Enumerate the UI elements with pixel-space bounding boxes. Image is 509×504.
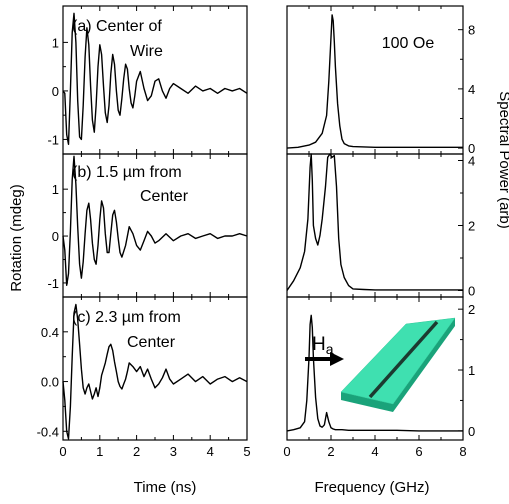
x-tick-label: 2	[327, 444, 334, 459]
x-tick-label: 4	[371, 444, 378, 459]
x-tick-label: 2	[133, 444, 140, 459]
x-axis-label-frequency: Frequency (GHz)	[314, 479, 429, 496]
y-tick-label: 0	[52, 229, 59, 244]
y-tick-label: -1	[47, 132, 59, 147]
panel-c: 0 1 2 3 4 5 -0.4 0.0 0.4 (c) 2.3 µm from Center	[37, 296, 251, 459]
y-tick-label: -1	[47, 276, 59, 291]
y-tick-label: 1	[468, 363, 475, 378]
y-tick-label: 0.4	[41, 325, 59, 340]
x-tick-label: 0	[283, 444, 290, 459]
y-tick-label: 4	[468, 82, 475, 97]
series-line-b	[62, 155, 248, 286]
series-line-f	[286, 314, 463, 432]
panel-frame	[286, 5, 464, 155]
wire-slab-top	[340, 317, 456, 405]
panel-label-b: (b) 1.5 µm from	[72, 164, 182, 181]
y-tick-label: 2	[468, 219, 475, 234]
series-line-e	[286, 153, 463, 291]
y-tick-label: 0	[52, 84, 59, 99]
series-line-d	[286, 14, 463, 149]
wire-strip	[368, 320, 439, 399]
field-label: Ha	[312, 334, 334, 357]
y-tick-label: 8	[468, 23, 475, 38]
panel-label-a: (a) Center of	[72, 18, 162, 35]
panel-label-c-line2: Center	[127, 334, 176, 351]
x-tick-label: 3	[170, 444, 177, 459]
x-tick-label: 6	[415, 444, 422, 459]
y-tick-label: 0.0	[41, 375, 59, 390]
y-tick-label: -0.4	[37, 424, 59, 439]
series-line-a	[62, 12, 248, 146]
y-tick-label: 4	[468, 154, 475, 169]
x-axis-label-time: Time (ns)	[134, 479, 197, 496]
x-tick-label: 5	[243, 444, 250, 459]
panel-b: -1 0 1 (b) 1.5 µm from Center	[47, 153, 248, 298]
x-tick-label: 4	[207, 444, 214, 459]
field-arrow-head	[330, 352, 344, 366]
x-tick-label: 0	[59, 444, 66, 459]
y-axis-label-spectral-power: Spectral Power (arb)	[496, 91, 509, 229]
y-tick-label: 1	[52, 35, 59, 50]
y-tick-label: 0	[468, 284, 475, 299]
y-tick-label: 0	[468, 141, 475, 156]
panel-label-a-line2: Wire	[130, 43, 163, 60]
wire-slab-side	[341, 318, 455, 412]
panel-label-c: (c) 2.3 µm from	[72, 309, 181, 326]
panel-a: -1 0 1 (a) Center of Wire	[47, 5, 248, 155]
panel-label-d: 100 Oe	[382, 35, 435, 52]
panel-e: 0 2 4	[286, 153, 475, 299]
y-axis-label-rotation: Rotation (mdeg)	[8, 184, 25, 292]
x-tick-label: 1	[96, 444, 103, 459]
y-tick-label: 0	[468, 424, 475, 439]
y-tick-label: 2	[468, 302, 475, 317]
x-tick-label: 8	[459, 444, 466, 459]
inset-wire-diagram: Ha	[305, 317, 456, 412]
y-tick-label: 1	[52, 182, 59, 197]
panel-label-b-line2: Center	[140, 188, 189, 205]
panel-d: 0 4 8 100 Oe	[286, 5, 475, 156]
series-line-c	[62, 303, 248, 440]
